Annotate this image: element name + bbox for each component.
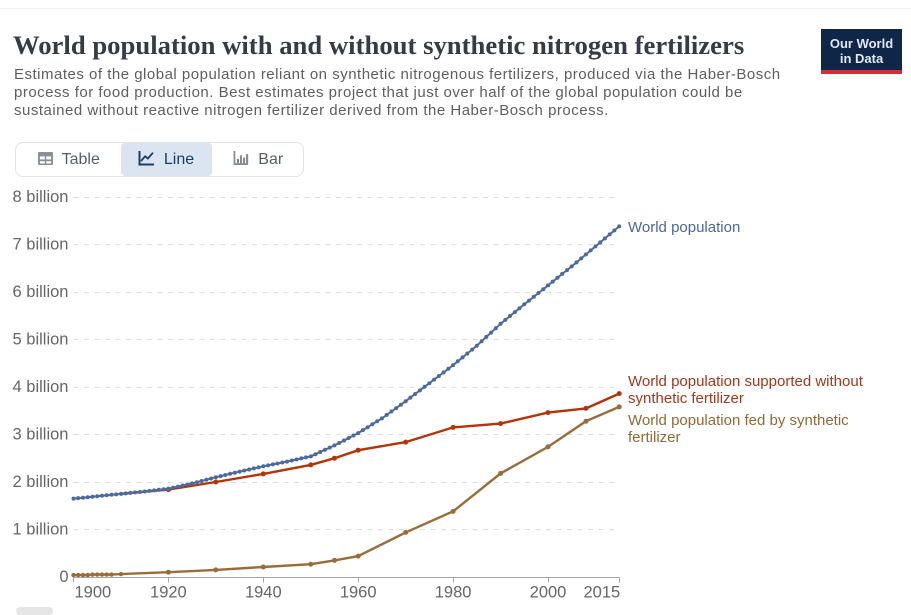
svg-text:2015: 2015 bbox=[583, 584, 620, 602]
svg-text:6 billion: 6 billion bbox=[13, 283, 69, 301]
svg-text:1900: 1900 bbox=[75, 584, 112, 602]
svg-text:0: 0 bbox=[59, 568, 68, 586]
svg-text:2 billion: 2 billion bbox=[13, 473, 69, 491]
svg-text:7 billion: 7 billion bbox=[13, 236, 69, 254]
svg-text:4 billion: 4 billion bbox=[13, 378, 69, 396]
svg-text:1980: 1980 bbox=[435, 584, 472, 602]
svg-text:1 billion: 1 billion bbox=[13, 521, 69, 539]
svg-text:1960: 1960 bbox=[340, 584, 377, 602]
svg-text:2000: 2000 bbox=[530, 584, 567, 602]
svg-text:5 billion: 5 billion bbox=[13, 331, 69, 349]
svg-text:1920: 1920 bbox=[150, 584, 187, 602]
svg-text:8 billion: 8 billion bbox=[13, 188, 69, 206]
svg-text:1940: 1940 bbox=[245, 584, 282, 602]
svg-text:3 billion: 3 billion bbox=[13, 426, 69, 444]
